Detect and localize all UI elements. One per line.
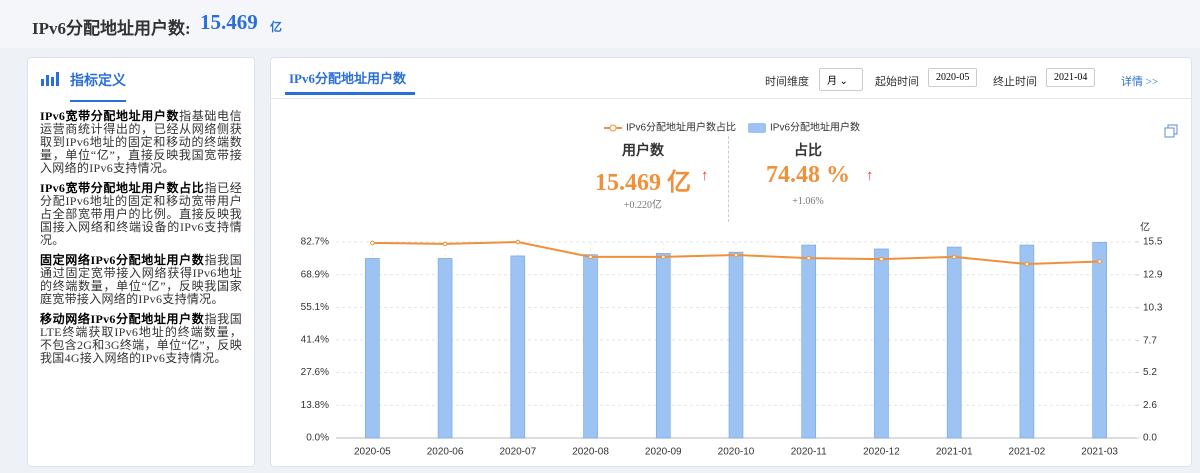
description: 指基础电信运营商统计得出的，已经从网络侧获取到IPv6地址的固定和移动的终端数量… [40,109,242,175]
y2-tick-label: 10.3 [1143,302,1163,313]
y-tick-label: 13.8% [301,400,329,411]
x-tick-label: 2020-05 [354,447,391,458]
definition: 固定网络IPv6分配地址用户数指我国通过固定宽带接入网络获得IPv6地址的终端数… [40,254,242,306]
point [588,254,593,260]
point [1024,261,1030,267]
chart: 0.0% 13.8% 27.6% 41.4% 55.1% 68.9% 82.7% 0.0 2.6… [301,121,1163,458]
bar [437,258,453,439]
bar [365,258,380,439]
x-tick-label: 2021-02 [1009,447,1046,458]
bar [655,253,671,439]
kpi-label: 占比 [794,144,822,159]
sidebar-title: 指标定义 [70,74,126,89]
y2-tick-label: 7.7 [1143,335,1157,346]
description: 指我国LTE终端获取IPv6地址的终端数量，不包含2G和3G终端，单位“亿”，反… [40,312,242,365]
y2-tick-label: 0.0 [1143,433,1157,444]
point [515,239,521,245]
select[interactable]: 月 ⌄ [819,68,863,91]
legend-swatch [748,123,767,133]
x-tick-label: 2020-08 [572,447,609,458]
legend-label: IPv6分配地址用户数 [770,121,860,134]
term: 移动网络IPv6分配地址用户数 [40,312,205,326]
bar [1092,242,1107,439]
bar [510,255,526,439]
header: IPv6分配地址用户数: 15.469 亿 [0,0,1200,48]
description: 指已经分配IPv6地址的固定和移动宽带用户占全部宽带用户的比例。直接反映我国接入… [40,181,242,247]
bar [728,251,744,439]
x-tick-label: 2020-09 [645,447,682,458]
y-tick-label: 27.6% [301,367,329,378]
bar [1019,244,1035,439]
bar [946,246,962,439]
divider [271,98,1191,99]
copy-icon[interactable] [1164,124,1178,138]
kpi-change: +0.220亿 [623,200,663,211]
y-tick-label: 55.1% [301,302,329,313]
up-arrow: ↑ [701,168,709,184]
y2-tick-label: 5.2 [1143,367,1157,378]
date-input[interactable]: 2021-04 [1046,68,1096,87]
up-arrow: ↑ [866,168,874,184]
legend-label: IPv6分配地址用户数占比 [626,121,736,134]
point [951,254,957,260]
point [733,252,739,258]
details-link[interactable]: 详情 >> [1121,76,1159,88]
tab[interactable]: IPv6分配地址用户数 [289,71,407,86]
sidebar: 指标定义 IPv6宽带分配地址用户数指基础电信运营商统计得出的，已经从网络侧获取… [27,57,255,467]
kpi-label: 用户数 [622,144,664,159]
label: 时间维度 [765,76,809,88]
label: 终止时间 [993,76,1037,88]
y-tick-label: 0.0% [306,433,329,444]
select-value: 月 [827,76,837,87]
term: IPv6宽带分配地址用户数 [40,109,180,123]
y2-axis-label: 亿 [1140,221,1150,234]
y-tick-label: 68.9% [301,269,329,280]
x-tick-label: 2020-11 [791,447,827,458]
x-tick-label: 2020-06 [427,447,464,458]
definition: IPv6宽带分配地址用户数占比指已经分配IPv6地址的固定和移动宽带用户占全部宽… [40,182,242,247]
x-tick-label: 2021-03 [1081,447,1118,458]
definition: IPv6宽带分配地址用户数指基础电信运营商统计得出的，已经从网络侧获取到IPv6… [40,110,242,175]
point [806,255,812,261]
y-tick-label: 82.7% [301,237,329,248]
header-unit: 亿 [270,20,283,34]
point [370,240,375,246]
underline [70,100,126,102]
y2-tick-label: 15.5 [1143,237,1163,248]
x-tick-label: 2020-12 [863,447,900,458]
x-tick-label: 2020-07 [499,447,536,458]
bar [801,244,817,439]
label: 起始时间 [875,76,919,88]
term: IPv6宽带分配地址用户数占比 [40,181,205,195]
y2-tick-label: 12.9 [1143,270,1163,281]
x-tick-label: 2020-10 [718,447,755,458]
legend-swatch [609,124,617,132]
point [1097,259,1102,264]
icon [41,72,59,86]
kpi-divider [728,136,729,222]
main-panel: IPv6分配地址用户数 时间维度 月 ⌄ 起始时间 2020-05 终止时间 2… [270,57,1192,467]
header-title: IPv6分配地址用户数: [32,19,191,38]
kpi-change: +1.06% [792,196,824,207]
point [442,241,448,247]
bar [583,254,598,439]
bar [874,248,889,439]
y2-tick-label: 2.6 [1143,400,1157,411]
kpi-value: 15.469 亿 [595,170,691,196]
point [879,256,884,262]
definition: 移动网络IPv6分配地址用户数指我国LTE终端获取IPv6地址的终端数量，不包含… [40,313,242,365]
point [660,254,666,260]
header-value: 15.469 [200,10,258,34]
y-tick-label: 41.4% [301,335,329,346]
x-tick-label: 2021-01 [936,447,973,458]
definitions: IPv6宽带分配地址用户数指基础电信运营商统计得出的，已经从网络侧获取到IPv6… [28,110,254,372]
term: 固定网络IPv6分配地址用户数 [40,253,205,267]
kpi-value: 74.48 % [766,162,850,188]
description: 指我国通过固定宽带接入网络获得IPv6地址的终端数量，单位“亿”，反映我国家庭宽… [40,253,242,306]
date-input[interactable]: 2020-05 [928,68,978,87]
tab-underline [285,92,415,95]
